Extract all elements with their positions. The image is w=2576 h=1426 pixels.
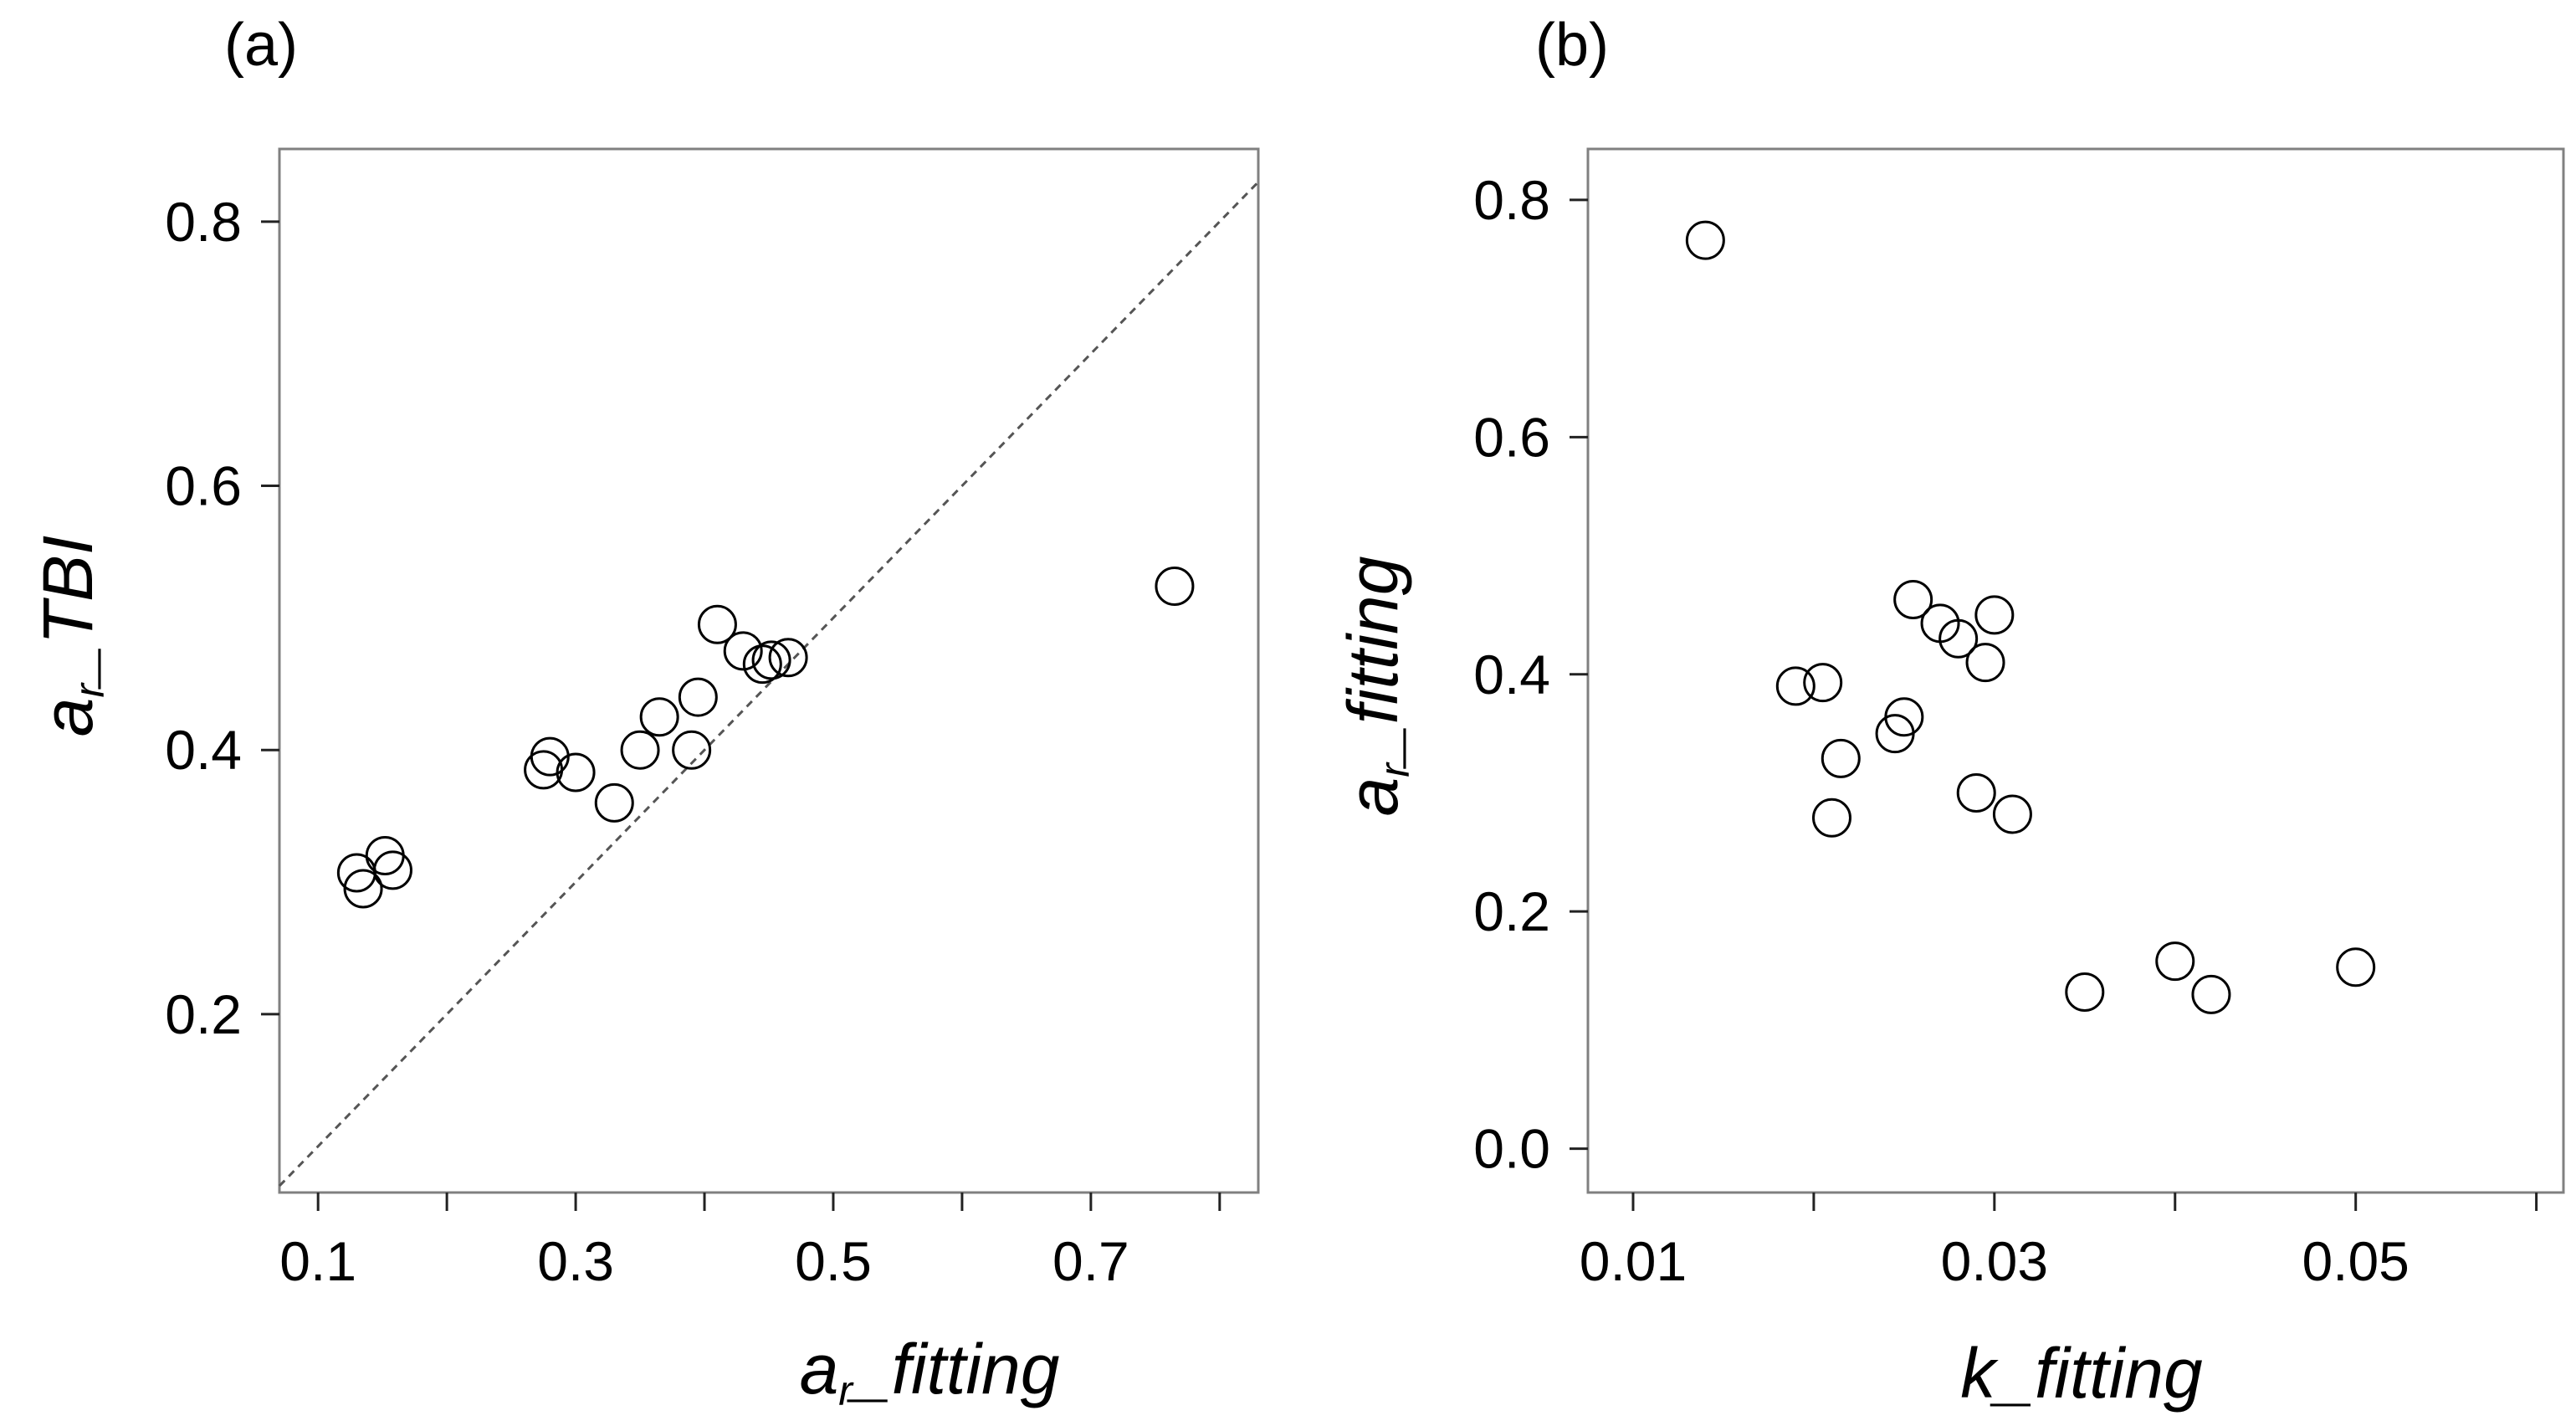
panel-a-x-axis-label: ar_fitting <box>800 1330 1060 1414</box>
panel-a-points <box>336 566 1195 909</box>
panel-b: (b) 0.01 0.03 0.05 0.0 0.2 0.4 0.6 0.8 k_fitti… <box>1334 12 2565 1413</box>
x-tick-label: 0.5 <box>795 1230 872 1292</box>
y-tick-label: 0.6 <box>165 455 242 517</box>
data-point <box>1821 738 1861 778</box>
panel-a-label: (a) <box>224 12 298 79</box>
data-point <box>723 631 763 671</box>
data-point <box>1956 772 1996 813</box>
data-point <box>1803 663 1843 703</box>
data-point <box>1974 595 2015 635</box>
panel-a-x-axis: 0.1 0.3 0.5 0.7 <box>279 1193 1221 1292</box>
data-point <box>2336 947 2376 987</box>
data-point <box>1775 666 1815 706</box>
panel-b-plot-frame <box>1586 147 2565 1194</box>
panel-b-label: (b) <box>1535 12 1609 79</box>
panel-a-plot-frame <box>278 147 1260 1194</box>
data-point <box>768 638 808 678</box>
data-point <box>365 835 405 875</box>
data-point <box>678 677 718 717</box>
panel-b-y-axis: 0.0 0.2 0.4 0.6 0.8 <box>1473 169 1588 1180</box>
data-point <box>1992 794 2032 834</box>
panel-a-identity-line <box>278 181 1260 1187</box>
data-point <box>594 782 634 823</box>
panel-b-y-axis-label: ar_fitting <box>1334 557 1418 817</box>
y-tick-label: 0.2 <box>165 983 242 1045</box>
y-tick-label: 0.4 <box>165 719 242 781</box>
data-point <box>1965 643 2005 683</box>
y-tick-label: 0.2 <box>1473 880 1550 942</box>
panel-a-y-axis-label: ar_TBI <box>28 536 113 737</box>
data-point <box>672 730 712 770</box>
panel-a: (a) 0.1 0.3 0.5 0.7 0.2 0.4 0.6 0.8 ar_fitting… <box>28 12 1260 1414</box>
panel-a-y-axis: 0.2 0.4 0.6 0.8 <box>165 191 279 1045</box>
x-tick-label: 0.1 <box>279 1230 356 1292</box>
data-point <box>1155 566 1195 606</box>
x-tick-label: 0.05 <box>2302 1230 2409 1292</box>
y-tick-label: 0.6 <box>1473 406 1550 468</box>
data-point <box>343 869 383 909</box>
data-point <box>1685 220 1725 260</box>
panel-b-points <box>1685 220 2376 1014</box>
data-point <box>530 736 570 777</box>
x-tick-label: 0.01 <box>1580 1230 1687 1292</box>
data-point <box>1884 697 1924 737</box>
data-point <box>751 640 791 680</box>
data-point <box>620 730 660 770</box>
data-point <box>372 850 412 890</box>
data-point <box>742 644 782 685</box>
x-tick-label: 0.7 <box>1052 1230 1129 1292</box>
y-tick-label: 0.8 <box>165 191 242 253</box>
panel-b-x-axis: 0.01 0.03 0.05 <box>1580 1193 2538 1292</box>
x-tick-label: 0.3 <box>537 1230 614 1292</box>
data-point <box>697 604 737 644</box>
data-point <box>556 752 596 793</box>
y-tick-label: 0.4 <box>1473 644 1550 705</box>
data-point <box>1938 618 1979 659</box>
x-tick-label: 0.03 <box>1941 1230 2048 1292</box>
data-point <box>1893 579 1933 619</box>
data-point <box>1812 798 1851 838</box>
data-point <box>2155 941 2195 982</box>
y-tick-label: 0.0 <box>1473 1118 1550 1180</box>
panel-b-x-axis-label: k_fitting <box>1960 1334 2203 1413</box>
data-point <box>639 697 679 737</box>
data-point <box>2065 972 2105 1013</box>
data-point <box>2191 974 2231 1014</box>
y-tick-label: 0.8 <box>1473 169 1550 231</box>
